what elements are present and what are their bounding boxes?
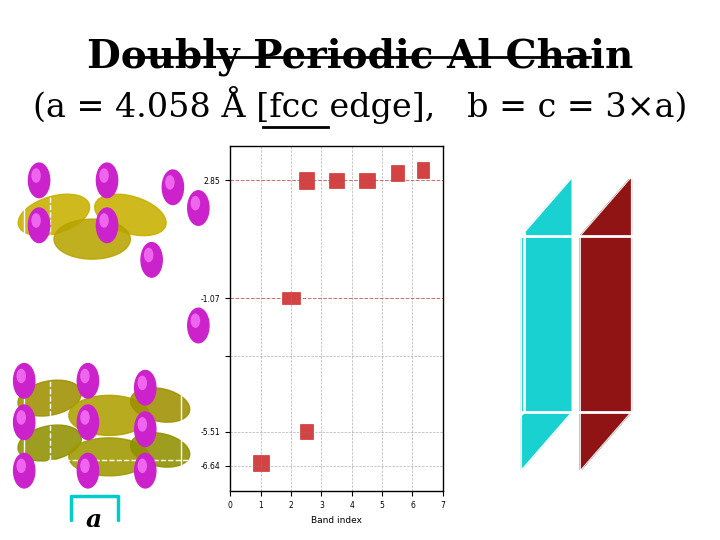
Circle shape (100, 169, 108, 182)
Polygon shape (69, 395, 150, 435)
Circle shape (166, 176, 174, 189)
Polygon shape (54, 219, 130, 259)
Circle shape (14, 405, 35, 440)
Bar (253, 455, 269, 471)
Bar (282, 292, 300, 305)
Circle shape (162, 170, 184, 205)
Circle shape (81, 369, 89, 382)
Bar (391, 165, 404, 181)
Polygon shape (580, 177, 631, 471)
Circle shape (17, 369, 25, 382)
Circle shape (29, 208, 50, 242)
Circle shape (77, 454, 99, 488)
Polygon shape (521, 177, 572, 471)
Circle shape (14, 363, 35, 398)
Circle shape (17, 459, 25, 472)
Bar (417, 162, 429, 178)
Polygon shape (18, 425, 81, 461)
X-axis label: Band index: Band index (311, 516, 362, 525)
Circle shape (96, 208, 117, 242)
Circle shape (141, 242, 162, 277)
Circle shape (81, 459, 89, 472)
Circle shape (17, 411, 25, 424)
Circle shape (32, 214, 40, 227)
Polygon shape (18, 380, 81, 416)
Text: a: a (86, 508, 102, 532)
Circle shape (188, 308, 209, 343)
Circle shape (138, 418, 146, 431)
Bar (300, 424, 312, 438)
Circle shape (138, 376, 146, 389)
Polygon shape (69, 438, 150, 476)
Circle shape (192, 197, 199, 210)
Polygon shape (130, 433, 189, 467)
Polygon shape (18, 194, 89, 235)
Circle shape (135, 454, 156, 488)
Circle shape (138, 459, 146, 472)
Circle shape (29, 163, 50, 198)
Bar (329, 173, 344, 187)
Bar (359, 173, 374, 187)
Circle shape (135, 412, 156, 447)
Bar (299, 172, 314, 188)
Circle shape (188, 191, 209, 225)
Circle shape (96, 163, 117, 198)
Circle shape (135, 370, 156, 405)
Polygon shape (94, 194, 166, 235)
Circle shape (77, 405, 99, 440)
Circle shape (77, 363, 99, 398)
Circle shape (192, 314, 199, 327)
Circle shape (81, 411, 89, 424)
Circle shape (145, 248, 153, 261)
Polygon shape (130, 388, 189, 422)
Circle shape (14, 454, 35, 488)
Circle shape (32, 169, 40, 182)
Circle shape (100, 214, 108, 227)
Text: Doubly Periodic Al Chain: Doubly Periodic Al Chain (87, 38, 633, 76)
Text: (a = 4.058 Å [fcc edge],   b = c = 3×a): (a = 4.058 Å [fcc edge], b = c = 3×a) (33, 86, 687, 124)
